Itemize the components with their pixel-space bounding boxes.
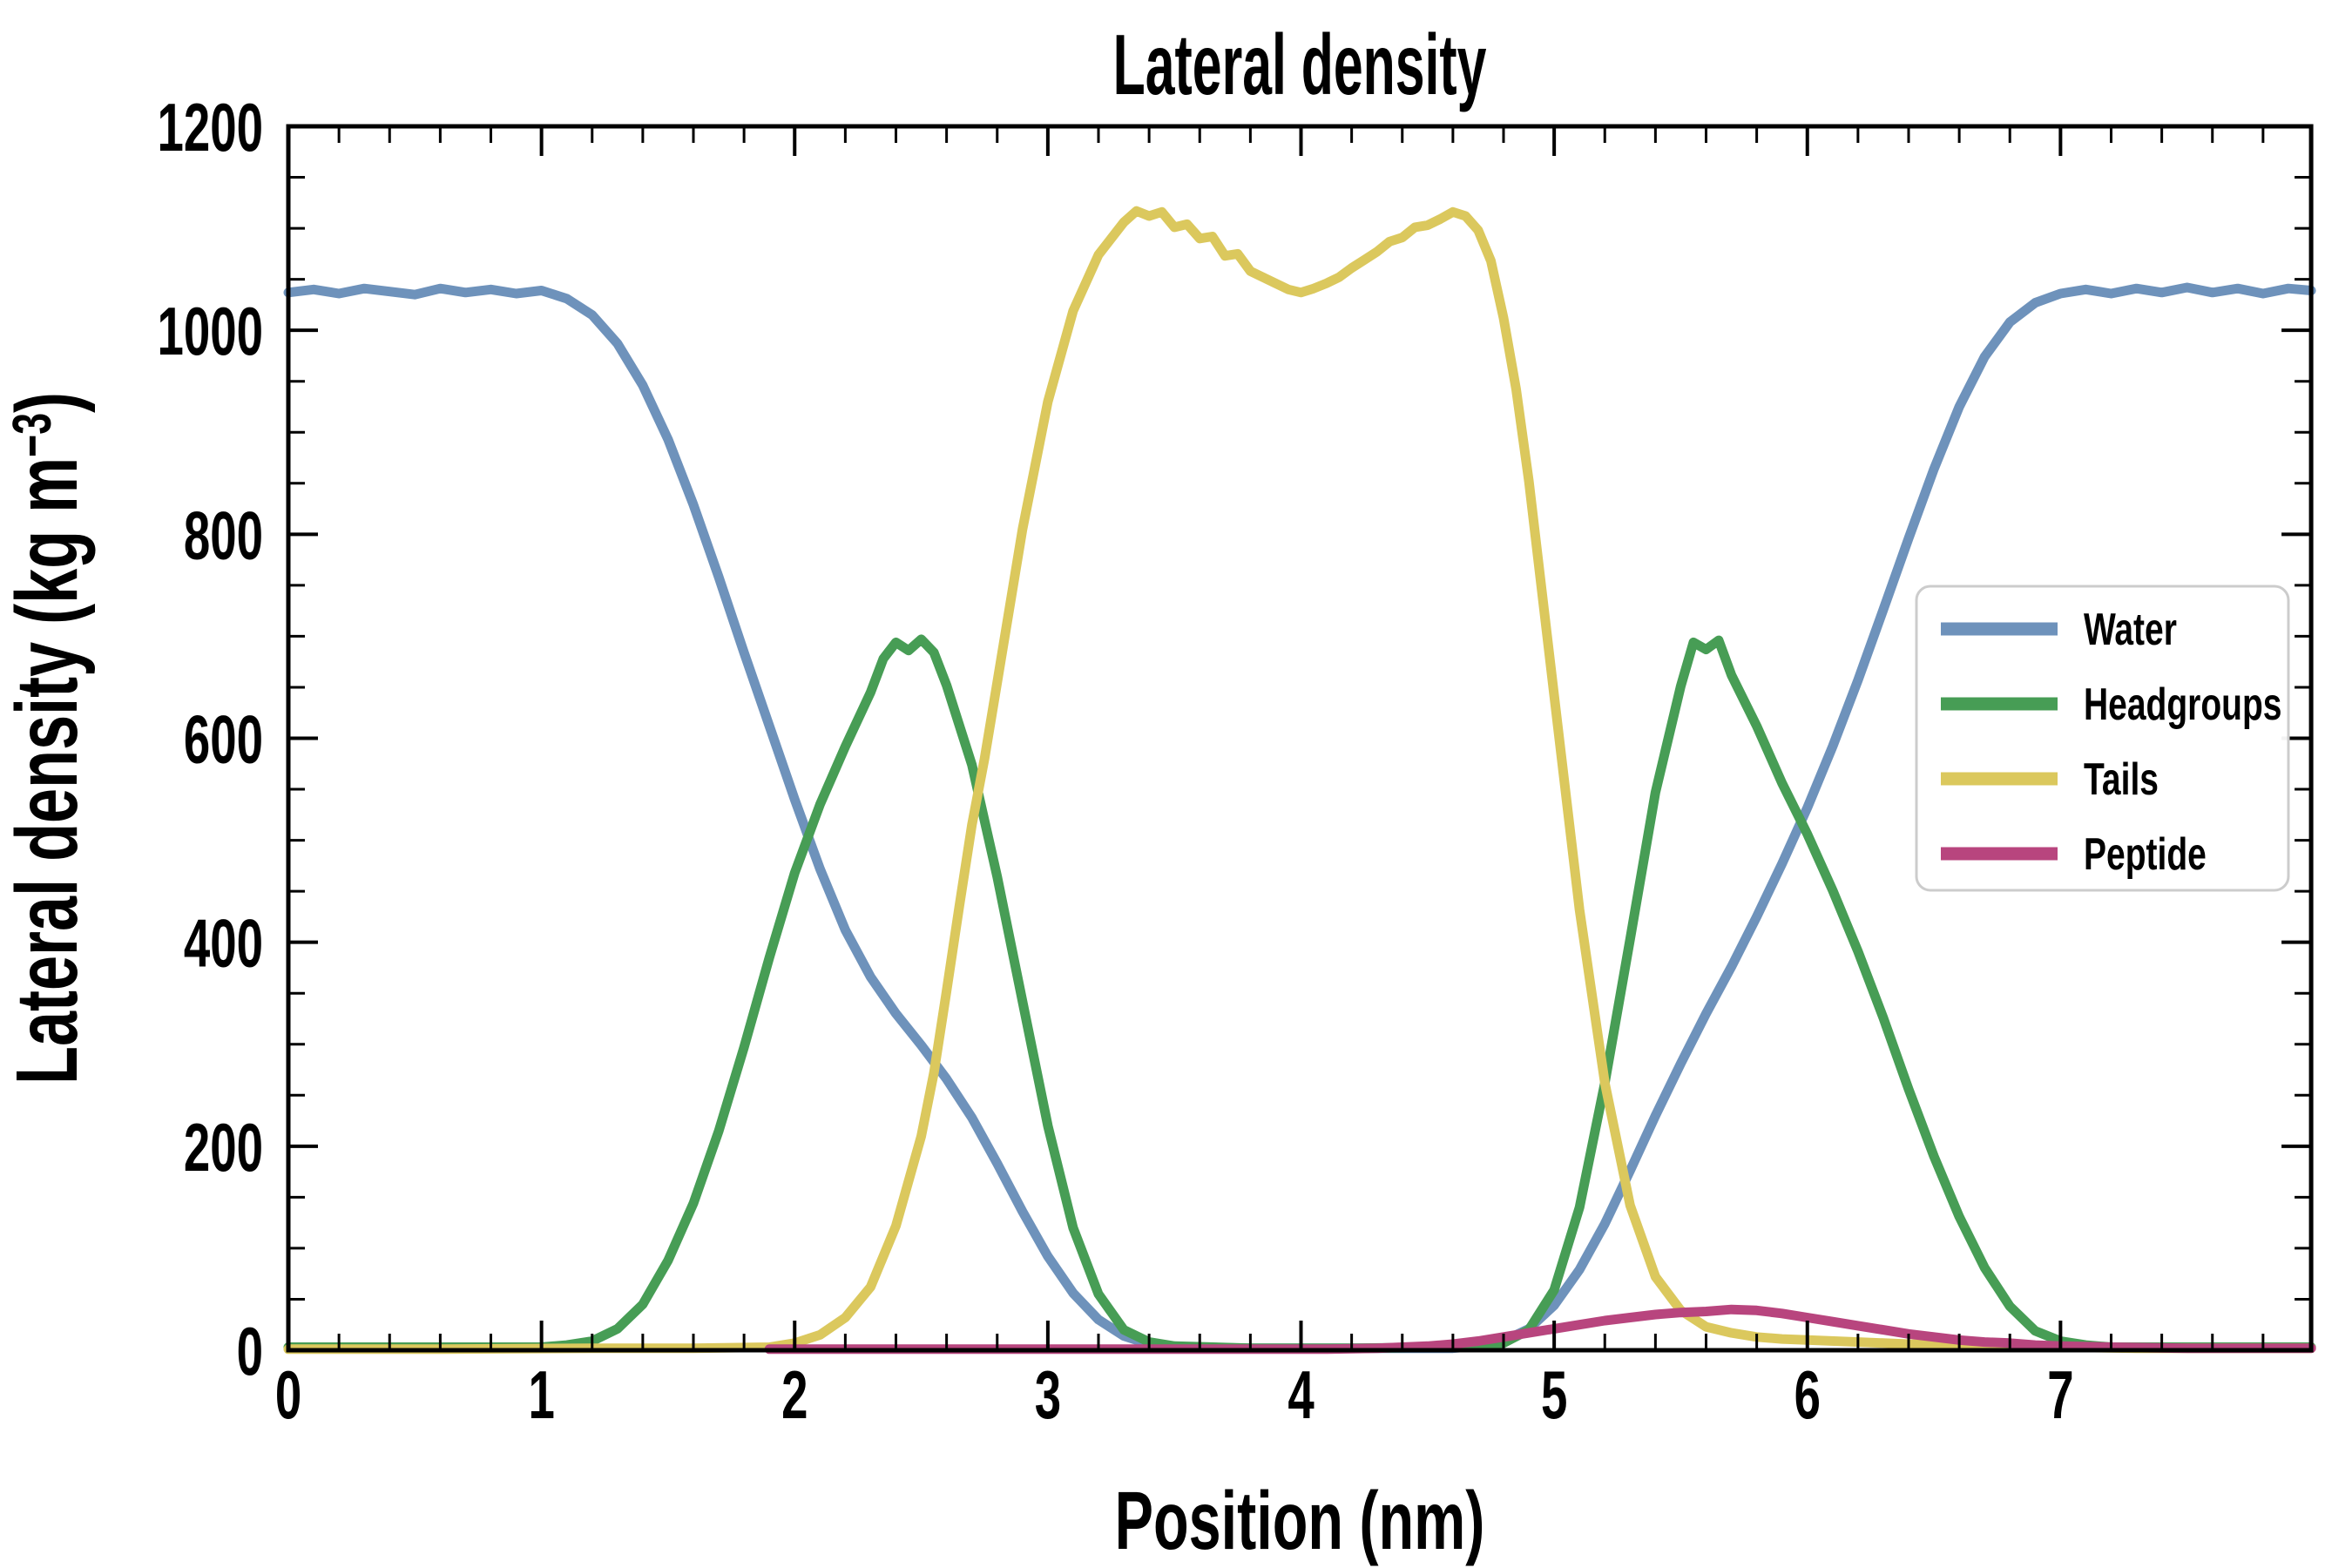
svg-text:1200: 1200: [158, 90, 263, 166]
y-tick-label: 800: [184, 498, 263, 574]
y-tick-label: 1200: [158, 90, 263, 166]
svg-text:1000: 1000: [158, 294, 263, 370]
svg-text:Lateral density: Lateral density: [1113, 17, 1487, 112]
legend-label-tails: Tails: [2084, 753, 2159, 804]
y-tick-label: 1000: [158, 294, 263, 370]
plot-frame: [286, 124, 2314, 1353]
svg-text:5: 5: [1541, 1357, 1567, 1433]
x-tick-labels: 0 1 2 3 4 5 6 7: [275, 1357, 2074, 1433]
svg-text:400: 400: [184, 906, 263, 982]
x-tick-label: 2: [781, 1357, 808, 1433]
x-tick-label: 3: [1035, 1357, 1061, 1433]
y-tick-label: 200: [184, 1110, 263, 1186]
svg-text:200: 200: [184, 1110, 263, 1186]
x-tick-label: 6: [1794, 1357, 1821, 1433]
y-tick-labels: 0 200 400 600 800 1000 1200: [158, 90, 263, 1389]
svg-text:Lateral density (kg m−3): Lateral density (kg m−3): [0, 392, 96, 1085]
legend-label-headgroups: Headgroups: [2084, 678, 2281, 729]
legend-label-water: Water: [2084, 603, 2177, 654]
x-tick-label: 4: [1288, 1357, 1315, 1433]
svg-text:Headgroups: Headgroups: [2084, 678, 2281, 729]
svg-text:3: 3: [1035, 1357, 1061, 1433]
svg-text:7: 7: [2047, 1357, 2073, 1433]
svg-text:Tails: Tails: [2084, 753, 2159, 804]
legend-box: [1915, 585, 2290, 892]
svg-text:2: 2: [781, 1357, 808, 1433]
svg-text:1: 1: [528, 1357, 554, 1433]
svg-text:600: 600: [184, 702, 263, 778]
x-axis-label: Position (nm): [1115, 1475, 1485, 1566]
svg-text:6: 6: [1794, 1357, 1821, 1433]
svg-text:0: 0: [237, 1314, 263, 1389]
svg-text:800: 800: [184, 498, 263, 574]
x-tick-label: 1: [528, 1357, 554, 1433]
legend-label-peptide: Peptide: [2084, 828, 2207, 879]
y-axis-label: Lateral density (kg m−3): [0, 392, 96, 1085]
x-tick-label: 7: [2047, 1357, 2073, 1433]
svg-text:Peptide: Peptide: [2084, 828, 2207, 879]
y-tick-label: 600: [184, 702, 263, 778]
chart-title: Lateral density: [1113, 17, 1487, 112]
x-tick-label: 5: [1541, 1357, 1567, 1433]
tails-line: [283, 206, 2316, 1355]
svg-text:0: 0: [275, 1357, 301, 1433]
y-tick-label: 0: [237, 1314, 263, 1389]
svg-text:Position (nm): Position (nm): [1115, 1475, 1485, 1566]
x-tick-label: 0: [275, 1357, 301, 1433]
svg-text:4: 4: [1288, 1357, 1315, 1433]
svg-text:Water: Water: [2084, 603, 2177, 654]
legend: Water Headgroups Tails Peptide: [1915, 585, 2290, 892]
y-tick-label: 400: [184, 906, 263, 982]
